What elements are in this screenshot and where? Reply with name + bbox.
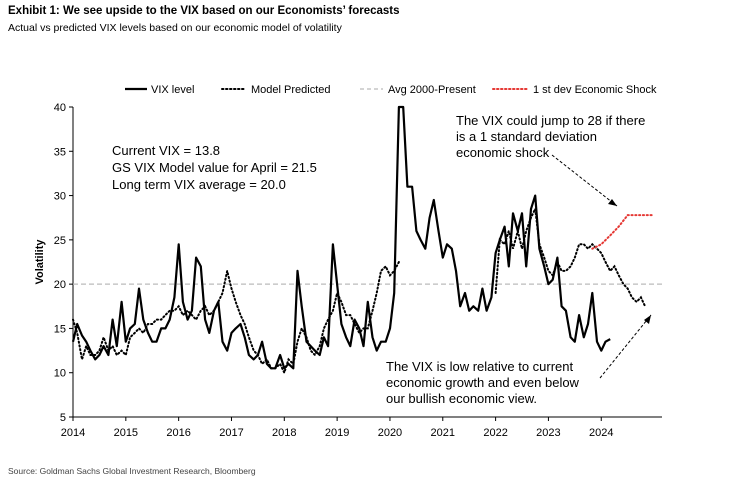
x-tick-label: 2022 (483, 427, 507, 439)
legend-vix-label: VIX level (151, 84, 194, 96)
legend-model-label: Model Predicted (251, 84, 331, 96)
legend-avg-label: Avg 2000-Present (388, 84, 476, 96)
shock-arrow (551, 154, 618, 207)
series-vix-level (71, 105, 611, 370)
legend: VIX level Model Predicted Avg 2000-Prese… (125, 84, 657, 96)
low-annotation: The VIX is low relative to current econo… (386, 359, 580, 406)
source-note: Source: Goldman Sachs Global Investment … (8, 466, 256, 476)
legend-shock-label: 1 st dev Economic Shock (533, 84, 657, 96)
series-model-predicted-seg-1 (72, 261, 400, 376)
stats-long-term-avg: Long term VIX average = 20.0 (112, 177, 286, 192)
low-arrowhead (644, 315, 651, 324)
low-note-line-3: our bullish economic view. (386, 391, 537, 406)
chart-subtitle: Actual vs predicted VIX levels based on … (8, 22, 342, 34)
shock-note-line-2: is a 1 standard deviation (456, 129, 597, 144)
shock-arrowhead (608, 199, 617, 206)
x-tick-label: 2018 (272, 427, 296, 439)
chart-title: Exhibit 1: We see upside to the VIX base… (8, 5, 400, 17)
x-tick-label: 2017 (219, 427, 243, 439)
x-tick-label: 2021 (431, 427, 455, 439)
low-note-line-2: economic growth and even below (386, 375, 580, 390)
series-layer (71, 105, 662, 376)
y-tick-label: 30 (54, 191, 66, 203)
x-tick-label: 2023 (536, 427, 560, 439)
axes: 5 10 15 20 25 30 35 40 2014 2015 2016 2017 2018 2019 2… (54, 102, 662, 439)
low-note-line-1: The VIX is low relative to current (386, 359, 574, 374)
y-axis-label: Volatility (34, 239, 46, 285)
x-tick-label: 2019 (325, 427, 349, 439)
shock-note-line-3: economic shock (456, 145, 550, 160)
y-tick-label: 15 (54, 323, 66, 335)
x-tick-label: 2014 (61, 427, 85, 439)
stats-current-vix: Current VIX = 13.8 (112, 143, 220, 158)
y-tick-label: 5 (60, 412, 66, 424)
y-tick-label: 35 (54, 146, 66, 158)
series-1-st-dev-economic-shock (591, 214, 656, 250)
stats-model-value: GS VIX Model value for April = 21.5 (112, 160, 317, 175)
series-model-predicted-seg-2 (494, 205, 647, 308)
x-tick-label: 2020 (378, 427, 402, 439)
low-arrow (599, 314, 652, 379)
y-tick-label: 25 (54, 235, 66, 247)
x-tick-label: 2016 (166, 427, 190, 439)
stats-annotation: Current VIX = 13.8 GS VIX Model value fo… (112, 143, 317, 192)
x-tick-label: 2015 (114, 427, 138, 439)
x-tick-label: 2024 (589, 427, 613, 439)
y-tick-label: 20 (54, 279, 66, 291)
y-tick-label: 40 (54, 102, 66, 114)
y-tick-label: 10 (54, 368, 66, 380)
shock-note-line-1: The VIX could jump to 28 if there (456, 113, 645, 128)
shock-annotation: The VIX could jump to 28 if there is a 1… (456, 113, 645, 160)
